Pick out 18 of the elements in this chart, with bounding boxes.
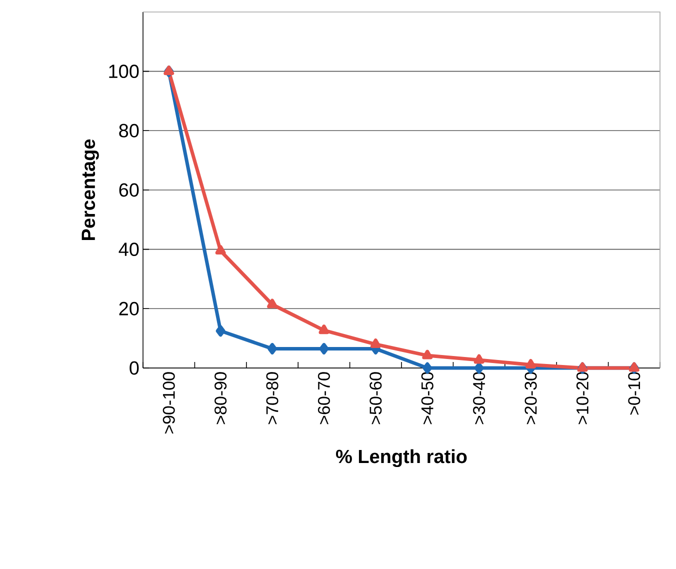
y-axis-title: Percentage — [82, 139, 99, 240]
x-axis-title: % Length ratio — [336, 449, 467, 468]
x-tick-label: >20-30 — [524, 372, 537, 424]
x-tick-label: >30-40 — [473, 372, 486, 424]
x-tick-label: >90-100 — [162, 372, 175, 434]
x-tick-label: >60-70 — [318, 372, 330, 424]
x-tick-label: >10-20 — [576, 372, 588, 424]
x-tick-label: >80-90 — [214, 372, 227, 424]
x-tick-label: >0-10 — [628, 372, 640, 415]
y-tick-label: 100 — [109, 64, 139, 78]
y-tick-label: 60 — [119, 183, 139, 197]
y-tick-label: 20 — [119, 302, 139, 316]
x-tick-label: >70-80 — [266, 372, 278, 424]
y-tick-label: 80 — [119, 124, 139, 138]
y-tick-label: 0 — [130, 361, 139, 375]
x-tick-label: >50-60 — [370, 372, 382, 424]
x-tick-label: >40-50 — [421, 372, 434, 424]
y-tick-label: 40 — [118, 242, 139, 256]
